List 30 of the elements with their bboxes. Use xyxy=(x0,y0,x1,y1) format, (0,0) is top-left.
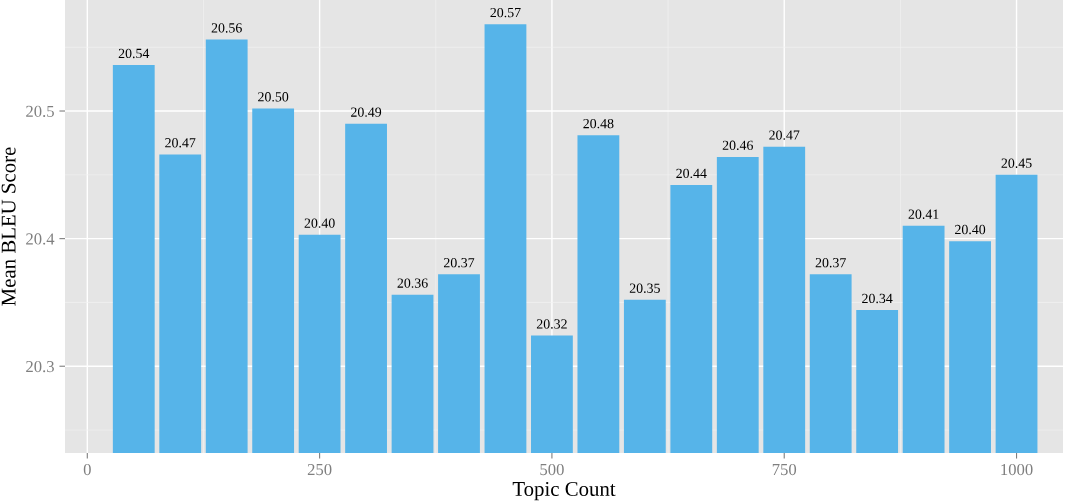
data-label: 20.37 xyxy=(443,257,475,268)
data-label: 20.45 xyxy=(1001,158,1032,168)
y-tick-label: 20.4 xyxy=(26,233,55,245)
data-label: 20.40 xyxy=(955,224,986,235)
data-label: 20.46 xyxy=(722,140,753,151)
x-tick-label: 0 xyxy=(83,463,91,476)
y-tick-label: 20.3 xyxy=(26,360,54,373)
x-tick-label: 500 xyxy=(540,463,564,476)
x-tick-label: 250 xyxy=(307,463,332,476)
y-tick-label: 20.5 xyxy=(26,105,54,118)
data-label: 20.50 xyxy=(258,92,289,102)
y-axis-title: Mean BLEU Score xyxy=(1,147,16,306)
x-axis-title: Topic Count xyxy=(512,481,616,501)
data-label: 20.47 xyxy=(769,130,800,140)
data-label: 20.48 xyxy=(583,118,614,129)
data-label: 20.57 xyxy=(490,7,521,18)
x-tick-label: 750 xyxy=(772,463,797,476)
data-label: 20.40 xyxy=(304,218,335,228)
data-label: 20.36 xyxy=(397,278,428,288)
data-label: 20.37 xyxy=(815,257,846,268)
data-label: 20.47 xyxy=(165,138,196,148)
data-label: 20.44 xyxy=(676,168,707,179)
data-label: 20.54 xyxy=(118,48,150,59)
data-label: 20.49 xyxy=(351,107,382,117)
data-label: 20.56 xyxy=(211,23,242,33)
data-label: 20.41 xyxy=(908,209,939,219)
data-label: 20.34 xyxy=(862,293,893,304)
data-label: 20.32 xyxy=(536,319,567,329)
x-tick-label: 1000 xyxy=(1001,463,1033,476)
data-label: 20.35 xyxy=(629,283,660,293)
